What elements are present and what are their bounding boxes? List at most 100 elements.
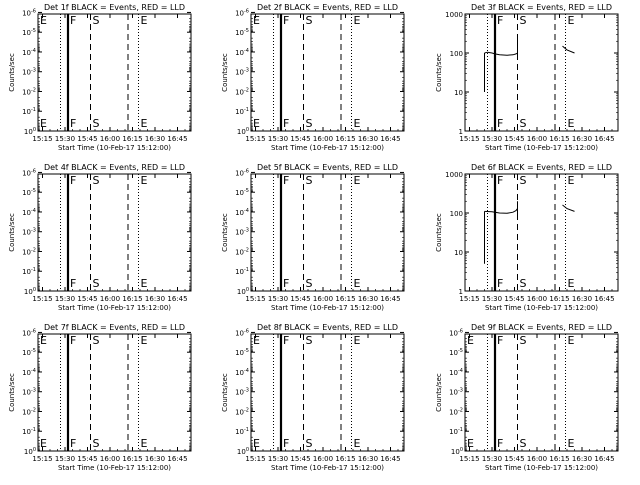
event-marker-label: F xyxy=(283,334,289,347)
x-tick-label: 16:15 xyxy=(122,455,142,463)
series-line xyxy=(484,51,518,56)
event-marker-label: E xyxy=(40,437,47,450)
plot-frame xyxy=(464,173,619,292)
x-tick-label: 15:45 xyxy=(504,135,524,143)
x-tick-label: 16:45 xyxy=(380,295,400,303)
event-marker-label: E xyxy=(354,174,361,187)
x-tick-label: 15:15 xyxy=(32,455,52,463)
event-marker-label: F xyxy=(283,277,289,290)
event-marker-label: F xyxy=(497,174,503,187)
x-axis-label: Start Time (10-Feb-17 15:12:00) xyxy=(485,304,598,312)
y-axis-label: Counts/sec xyxy=(435,53,443,92)
y-tick-label: 10-5 xyxy=(235,188,249,197)
event-marker-label: E xyxy=(141,117,148,130)
event-marker-label: F xyxy=(70,277,76,290)
y-axis-label: Counts/sec xyxy=(221,373,229,412)
x-axis-label: Start Time (10-Feb-17 15:12:00) xyxy=(271,144,384,152)
x-tick-label: 16:15 xyxy=(549,295,569,303)
x-tick-label: 16:30 xyxy=(358,295,378,303)
y-tick-label: 10-2 xyxy=(235,407,249,416)
series-line xyxy=(484,208,518,214)
event-marker-label: E xyxy=(568,174,575,187)
y-tick-label: 100 xyxy=(450,210,463,218)
x-tick-label: 16:45 xyxy=(167,135,187,143)
y-tick-label: 10-1 xyxy=(235,107,249,116)
x-tick-label: 16:30 xyxy=(572,295,592,303)
event-marker-label: F xyxy=(497,334,503,347)
chart-title: Det 1f BLACK = Events, RED = LLD xyxy=(44,3,185,12)
y-tick-label: 10-1 xyxy=(22,267,36,276)
x-axis-label: Start Time (10-Feb-17 15:12:00) xyxy=(271,464,384,472)
event-marker-label: F xyxy=(283,174,289,187)
plot-frame xyxy=(250,333,405,452)
event-marker-label: F xyxy=(283,437,289,450)
chart-title: Det 4f BLACK = Events, RED = LLD xyxy=(44,163,185,172)
y-tick-label: 10-1 xyxy=(22,107,36,116)
event-marker-label: E xyxy=(253,117,260,130)
y-axis-label: Counts/sec xyxy=(435,213,443,252)
y-tick-label: 10-4 xyxy=(22,48,36,57)
event-marker-label: E xyxy=(568,14,575,27)
event-marker-label: E xyxy=(467,334,474,347)
y-tick-label: 100 xyxy=(24,287,36,296)
series-line xyxy=(562,204,575,212)
y-tick-label: 10-6 xyxy=(235,8,249,17)
x-axis-label: Start Time (10-Feb-17 15:12:00) xyxy=(485,464,598,472)
x-axis-label: Start Time (10-Feb-17 15:12:00) xyxy=(58,144,171,152)
y-tick-label: 10-2 xyxy=(22,407,36,416)
y-tick-label: 100 xyxy=(24,447,36,456)
x-tick-label: 15:15 xyxy=(459,295,479,303)
y-tick-label: 10-2 xyxy=(235,247,249,256)
y-axis-label: Counts/sec xyxy=(221,213,229,252)
event-marker-label: F xyxy=(497,117,503,130)
y-tick-label: 10-4 xyxy=(22,368,36,377)
y-tick-label: 10-6 xyxy=(449,328,463,337)
x-axis-label: Start Time (10-Feb-17 15:12:00) xyxy=(58,304,171,312)
event-marker-label: E xyxy=(568,437,575,450)
x-tick-label: 16:00 xyxy=(313,455,333,463)
y-tick-label: 10-6 xyxy=(22,168,36,177)
event-marker-label: E xyxy=(253,14,260,27)
event-marker-label: S xyxy=(93,277,100,290)
event-marker-label: S xyxy=(520,334,527,347)
event-marker-label: E xyxy=(467,437,474,450)
x-tick-label: 15:45 xyxy=(77,135,97,143)
event-marker-label: E xyxy=(40,117,47,130)
y-axis-label: Counts/sec xyxy=(8,373,16,412)
x-tick-label: 15:30 xyxy=(482,295,502,303)
y-tick-label: 10 xyxy=(454,89,463,97)
plot-frame xyxy=(37,333,192,452)
x-tick-label: 16:15 xyxy=(122,135,142,143)
chart-title: Det 7f BLACK = Events, RED = LLD xyxy=(44,323,185,332)
y-tick-label: 10 xyxy=(454,249,463,257)
event-marker-label: S xyxy=(520,117,527,130)
y-tick-label: 10-4 xyxy=(449,368,463,377)
event-marker-label: E xyxy=(354,334,361,347)
y-tick-label: 10-5 xyxy=(449,348,463,357)
chart-title: Det 6f BLACK = Events, RED = LLD xyxy=(471,163,612,172)
plot-frame xyxy=(250,13,405,132)
x-tick-label: 15:15 xyxy=(245,295,265,303)
event-marker-label: S xyxy=(306,277,313,290)
x-axis-label: Start Time (10-Feb-17 15:12:00) xyxy=(58,464,171,472)
y-tick-label: 10-1 xyxy=(235,267,249,276)
x-tick-label: 16:45 xyxy=(167,455,187,463)
x-tick-label: 15:30 xyxy=(55,295,75,303)
y-tick-label: 10-3 xyxy=(22,388,36,397)
x-tick-label: 16:45 xyxy=(380,135,400,143)
event-marker-label: S xyxy=(520,277,527,290)
event-marker-label: F xyxy=(283,117,289,130)
x-tick-label: 16:00 xyxy=(100,455,120,463)
event-marker-label: S xyxy=(93,14,100,27)
x-tick-label: 15:15 xyxy=(459,455,479,463)
event-marker-label: F xyxy=(70,334,76,347)
chart-title: Det 9f BLACK = Events, RED = LLD xyxy=(471,323,612,332)
event-marker-label: F xyxy=(497,14,503,27)
y-tick-label: 10-3 xyxy=(22,228,36,237)
x-tick-label: 16:00 xyxy=(527,295,547,303)
y-tick-label: 10-5 xyxy=(22,28,36,37)
event-marker-label: E xyxy=(141,14,148,27)
